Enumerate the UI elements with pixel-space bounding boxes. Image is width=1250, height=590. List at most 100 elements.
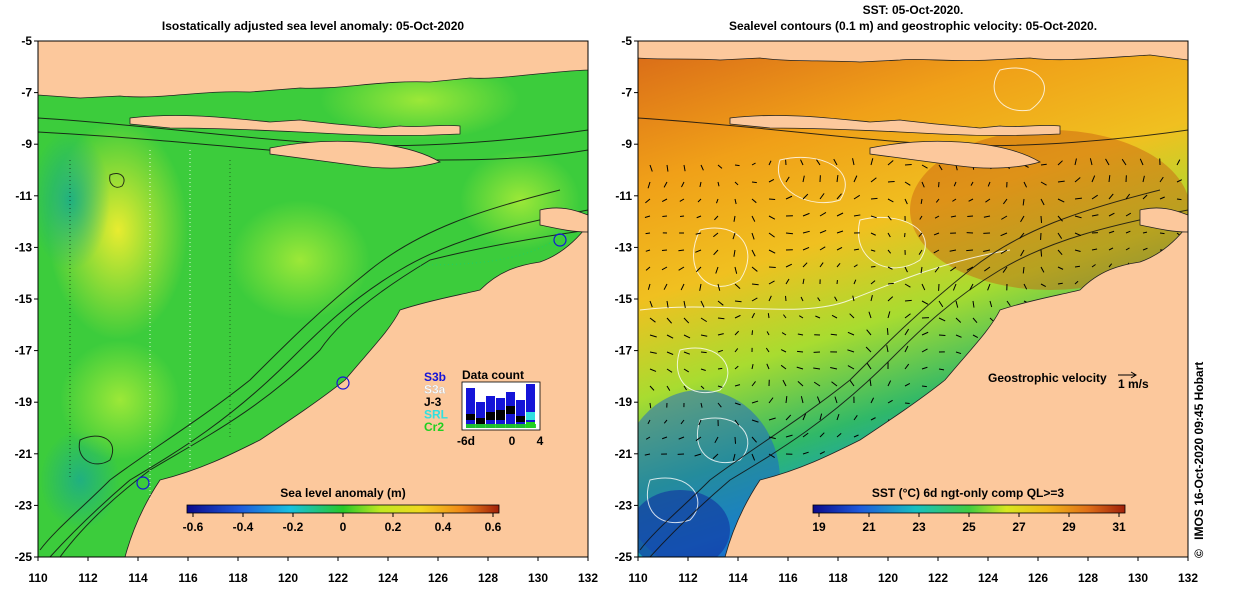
velocity-arrow xyxy=(1022,198,1025,206)
velocity-arrow xyxy=(683,351,690,355)
velocity-arrow xyxy=(798,315,804,319)
velocity-arrow xyxy=(955,300,959,308)
velocity-arrow xyxy=(1040,249,1043,257)
velocity-arrow xyxy=(751,419,759,423)
velocity-arrow xyxy=(1023,181,1028,188)
velocity-arrow xyxy=(802,230,810,234)
velocity-arrow xyxy=(866,363,872,370)
velocity-arrow xyxy=(734,330,740,336)
colorbar-tick-label: -0.2 xyxy=(283,520,304,534)
velocity-arrow xyxy=(802,262,808,268)
y-tick-label: -9 xyxy=(621,137,632,151)
velocity-arrow xyxy=(1074,158,1077,166)
sla-map xyxy=(38,41,588,557)
data-count-bar xyxy=(466,388,475,428)
velocity-arrow xyxy=(1159,196,1165,200)
velocity-arrow xyxy=(819,432,825,438)
x-tick-label: 110 xyxy=(28,571,48,585)
velocity-arrow xyxy=(751,453,756,461)
y-tick-label: -5 xyxy=(21,34,32,48)
velocity-arrow xyxy=(904,283,911,288)
tide-gauge-markers xyxy=(136,233,567,490)
sla-colorbar-ramp xyxy=(186,504,500,514)
data-count-bar xyxy=(486,412,495,420)
velocity-arrow xyxy=(853,248,860,251)
velocity-scale-value: 1 m/s xyxy=(1118,377,1149,391)
satellite-legend-label: Cr2 xyxy=(424,420,444,434)
velocity-arrow xyxy=(717,349,724,353)
velocity-arrow xyxy=(680,283,685,291)
velocity-arrow xyxy=(870,397,875,404)
x-tick-label: 124 xyxy=(378,571,398,585)
x-tick-label: 118 xyxy=(228,571,248,585)
velocity-arrow xyxy=(934,266,940,273)
velocity-arrow xyxy=(969,283,974,291)
velocity-arrow xyxy=(921,300,929,305)
velocity-arrow xyxy=(734,300,742,303)
velocity-arrow xyxy=(1040,266,1045,273)
velocity-arrow xyxy=(887,282,894,285)
velocity-arrow xyxy=(713,249,719,256)
velocity-arrow xyxy=(700,402,703,408)
velocity-arrow xyxy=(802,278,805,285)
velocity-arrow xyxy=(649,351,657,354)
velocity-arrow xyxy=(766,363,770,370)
velocity-arrow xyxy=(952,283,957,291)
velocity-arrow xyxy=(683,385,688,391)
velocity-arrow xyxy=(797,381,804,387)
sst-colorbar-ticks: 19 21 23 25 27 29 31 xyxy=(812,513,1126,534)
x-tick-label: 126 xyxy=(428,571,448,585)
velocity-arrow xyxy=(661,266,668,271)
velocity-arrow xyxy=(1089,158,1093,166)
velocity-arrow xyxy=(802,413,807,421)
velocity-arrow xyxy=(1074,265,1081,268)
velocity-arrow xyxy=(938,300,944,308)
velocity-arrow xyxy=(717,300,724,306)
data-count-title: Data count xyxy=(462,368,524,382)
velocity-arrow xyxy=(765,347,770,353)
velocity-arrow xyxy=(887,266,893,270)
velocity-arrow xyxy=(700,368,706,371)
velocity-arrow xyxy=(972,300,975,308)
land-kimberley-coast xyxy=(1139,207,1188,233)
velocity-arrow xyxy=(700,300,705,308)
imos-credit: © IMOS 16-Oct-2020 09:45 Hobart xyxy=(1192,362,1206,558)
velocity-arrow xyxy=(649,402,652,409)
velocity-arrow xyxy=(649,164,653,172)
velocity-arrow xyxy=(847,349,855,353)
velocity-arrow xyxy=(1139,158,1144,166)
sst-map xyxy=(638,41,1188,557)
velocity-arrow xyxy=(1057,282,1063,285)
velocity-arrow xyxy=(1105,158,1110,166)
velocity-arrow xyxy=(1006,300,1011,307)
x-tick-label: 110 xyxy=(628,571,648,585)
velocity-arrow xyxy=(734,198,737,205)
velocity-arrow xyxy=(751,283,759,286)
velocity-arrow xyxy=(683,164,686,172)
velocity-arrow xyxy=(678,266,685,271)
x-tick-label: 114 xyxy=(128,571,148,585)
velocity-arrow xyxy=(734,181,739,186)
sla-colorbar-ticks: -0.6 -0.4 -0.2 0 0.2 0.4 0.6 xyxy=(183,513,502,534)
velocity-arrow xyxy=(887,296,894,302)
data-count-tick-start: -6d xyxy=(457,434,475,448)
velocity-arrow xyxy=(887,180,895,183)
velocity-arrow xyxy=(768,160,772,166)
y-tick-label: -23 xyxy=(615,498,633,512)
velocity-arrow xyxy=(1142,247,1148,251)
velocity-arrow xyxy=(732,232,736,240)
sst-warm-core xyxy=(910,130,1188,290)
land-timor xyxy=(869,140,1041,169)
velocity-arrow xyxy=(699,181,702,188)
colorbar-tick-label: 0.6 xyxy=(485,520,502,534)
velocity-arrow xyxy=(663,419,668,424)
velocity-arrow xyxy=(645,436,651,440)
velocity-arrow xyxy=(1000,232,1008,237)
velocity-arrow xyxy=(1057,232,1063,239)
velocity-arrow xyxy=(733,215,736,222)
y-tick-label: -15 xyxy=(15,292,33,306)
velocity-arrow xyxy=(816,159,821,166)
colorbar-tick-label: 25 xyxy=(962,520,976,534)
velocity-arrow xyxy=(1022,266,1025,274)
